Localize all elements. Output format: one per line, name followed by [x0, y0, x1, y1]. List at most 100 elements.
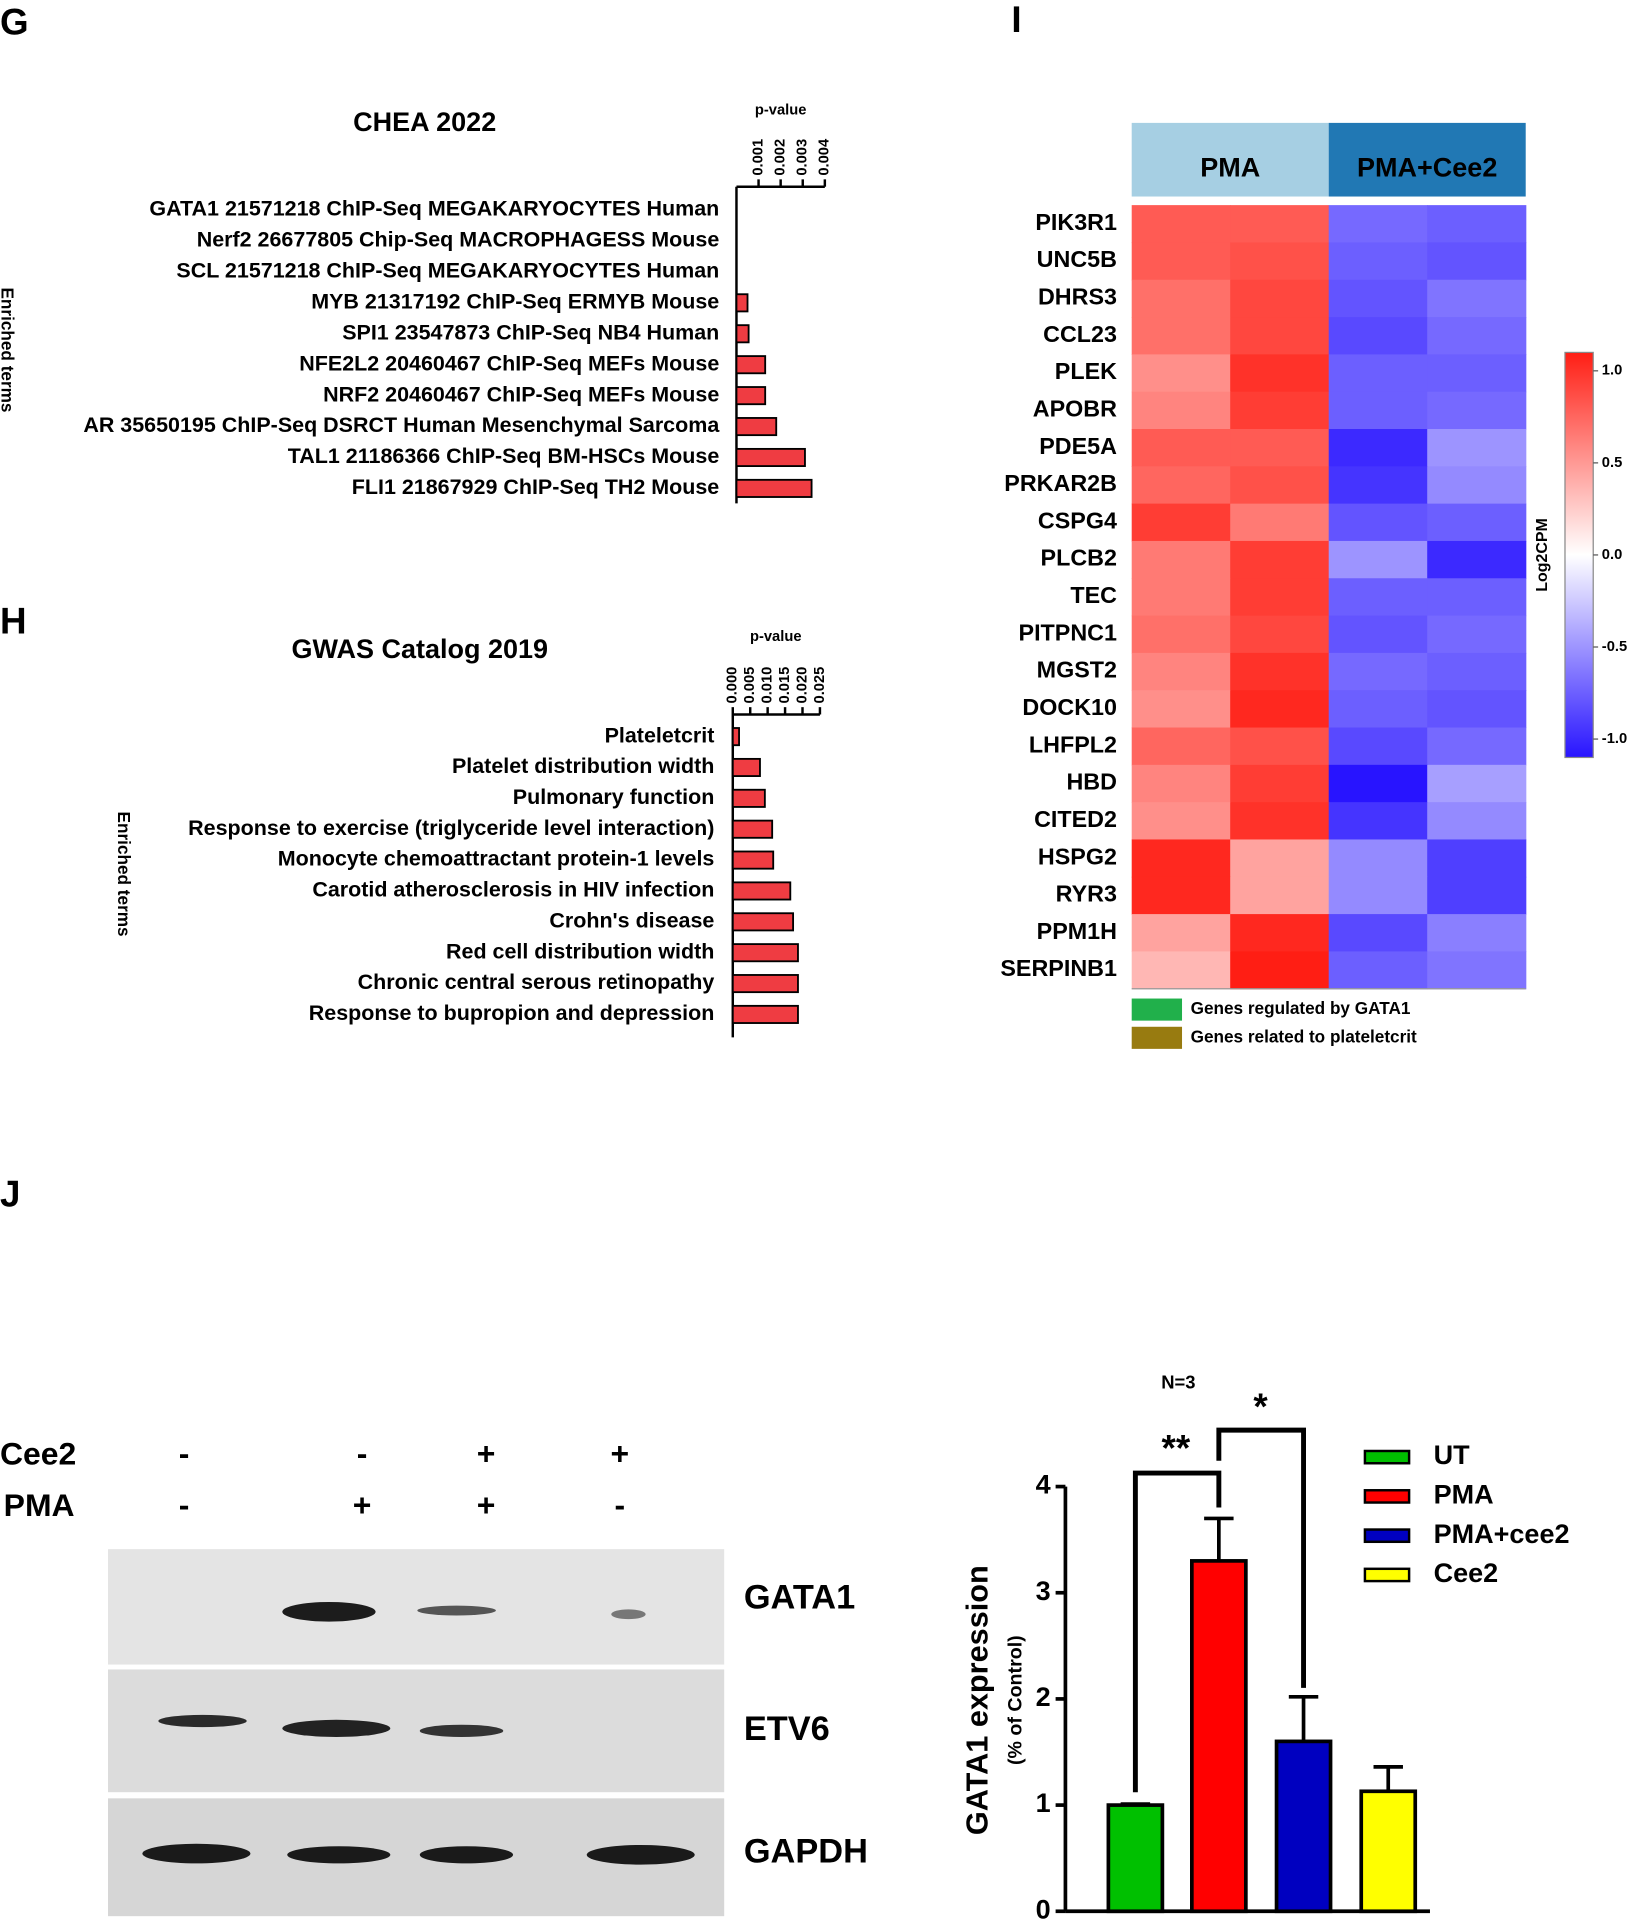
heatmap-cell [1328, 279, 1428, 318]
chart-title: CHEA 2022 [353, 107, 496, 137]
y-tick-label: 0 [1036, 1894, 1051, 1920]
heatmap-cell [1230, 914, 1330, 953]
colorbar-tick-label: -0.5 [1602, 639, 1627, 655]
row-label: SERPINB1 [1000, 955, 1117, 981]
legend-label: PMA [1434, 1480, 1494, 1510]
heatmap-cell [1131, 540, 1231, 579]
x-tick-label: 0.020 [794, 667, 810, 704]
category-label: Crohn's disease [549, 908, 714, 932]
panel-label: I [1011, 0, 1021, 40]
treatment-sign: - [179, 1487, 190, 1523]
heatmap-cell [1328, 429, 1428, 467]
category-label: SPI1 23547873 ChIP-Seq NB4 Human [342, 320, 719, 344]
heatmap-cell [1427, 242, 1527, 281]
band-label: GATA1 [744, 1579, 855, 1617]
heatmap-cell [1328, 914, 1428, 953]
category-label: Chronic central serous retinopathy [358, 970, 715, 994]
x-tick-label: 0.010 [760, 667, 776, 704]
heatmap-cell [1131, 876, 1231, 915]
row-label: APOBR [1033, 396, 1117, 422]
bar [1359, 1789, 1418, 1914]
category-label: AR 35650195 ChIP-Seq DSRCT Human Mesench… [83, 413, 720, 437]
heatmap-cell [1131, 391, 1231, 430]
category-label: Plateletcrit [605, 723, 715, 747]
legend-label: UT [1434, 1440, 1470, 1470]
heatmap-cell [1230, 242, 1330, 281]
blot-image [108, 1549, 725, 1917]
y-axis-label: Enriched terms [114, 812, 134, 937]
heatmap-cell [1131, 690, 1231, 729]
category-label: Pulmonary function [513, 785, 715, 809]
heatmap-cell [1328, 540, 1428, 579]
heatmap-cell [1230, 727, 1330, 766]
colorbar-label: Log2CPM [1534, 518, 1551, 592]
heatmap-cell [1427, 578, 1527, 617]
row-label: PLCB2 [1041, 545, 1117, 571]
x-axis-label: p-value [755, 103, 807, 119]
heatmap-cell [1427, 876, 1527, 915]
treatment-sign: + [477, 1435, 496, 1471]
x-tick-label: 0.025 [812, 667, 828, 704]
annotation: * [1253, 1386, 1268, 1427]
heatmap-cell [1131, 466, 1231, 505]
heatmap-cell [1328, 391, 1428, 430]
heatmap-cell [1230, 279, 1330, 318]
category-label: NFE2L2 20460467 ChIP-Seq MEFs Mouse [299, 351, 719, 375]
row-label: CSPG4 [1038, 507, 1117, 533]
treatment-sign: - [357, 1435, 368, 1471]
heatmap-cell [1230, 503, 1330, 542]
heatmap-cell [1131, 279, 1231, 318]
heatmap-cell [1328, 503, 1428, 542]
heatmap-cell [1328, 764, 1428, 803]
annotation: N=3 [1161, 1371, 1195, 1392]
category-label: Nerf2 26677805 Chip-Seq MACROPHAGESS Mou… [197, 228, 720, 252]
heatmap-cell [1328, 578, 1428, 617]
row-label: DOCK10 [1022, 694, 1117, 720]
legend-label: Genes related to plateletcrit [1191, 1026, 1417, 1046]
column-group-header [1328, 122, 1526, 197]
category-label: MYB 21317192 ChIP-Seq ERMYB Mouse [311, 289, 719, 313]
heatmap-cell [1328, 839, 1428, 878]
row-label: TEC [1070, 582, 1117, 608]
x-tick-label: 0.003 [795, 139, 811, 176]
row-label: PDE5A [1039, 433, 1117, 459]
heatmap-cell [1230, 764, 1330, 803]
heatmap-cell [1131, 802, 1231, 841]
y-tick-label: 4 [1036, 1470, 1051, 1500]
row-label: LHFPL2 [1029, 731, 1117, 757]
panel-label: G [0, 1, 29, 42]
heatmap-cell [1131, 914, 1231, 953]
heatmap-cell [1230, 540, 1330, 579]
heatmap-cell [1427, 429, 1527, 467]
y-tick-label: 1 [1036, 1788, 1051, 1818]
bar [1190, 1559, 1248, 1914]
significance-bracket [1216, 1427, 1306, 1688]
y-axis-label: (% of Control) [1005, 1635, 1027, 1765]
heatmap-cell [1427, 279, 1527, 318]
legend-swatch [1363, 1528, 1411, 1544]
x-tick-label: 0.004 [817, 138, 833, 176]
colorbar-tick-label: -1.0 [1602, 731, 1627, 747]
bar [731, 727, 740, 747]
heatmap-cell [1427, 205, 1527, 244]
category-label: Carotid atherosclerosis in HIV infection [312, 878, 714, 902]
heatmap-cell [1328, 466, 1428, 505]
heatmap-cell [1427, 391, 1527, 430]
heatmap-cell [1427, 652, 1527, 691]
x-tick-label: 0.002 [773, 139, 789, 176]
heatmap-cell [1131, 951, 1231, 990]
heatmap-cell [1328, 205, 1428, 244]
legend-label: Cee2 [1434, 1558, 1499, 1588]
category-label: Red cell distribution width [446, 939, 714, 963]
legend-label: PMA+cee2 [1434, 1519, 1570, 1549]
treatment-sign: + [477, 1487, 496, 1523]
heatmap-cell [1230, 615, 1330, 654]
heatmap-cell [1328, 690, 1428, 729]
legend-label: Genes regulated by GATA1 [1191, 998, 1411, 1018]
heatmap-cell [1230, 578, 1330, 617]
heatmap-cell [1131, 205, 1231, 244]
row-label: HSPG2 [1038, 843, 1117, 869]
heatmap-cell [1427, 914, 1527, 953]
heatmap-cell [1131, 764, 1231, 803]
